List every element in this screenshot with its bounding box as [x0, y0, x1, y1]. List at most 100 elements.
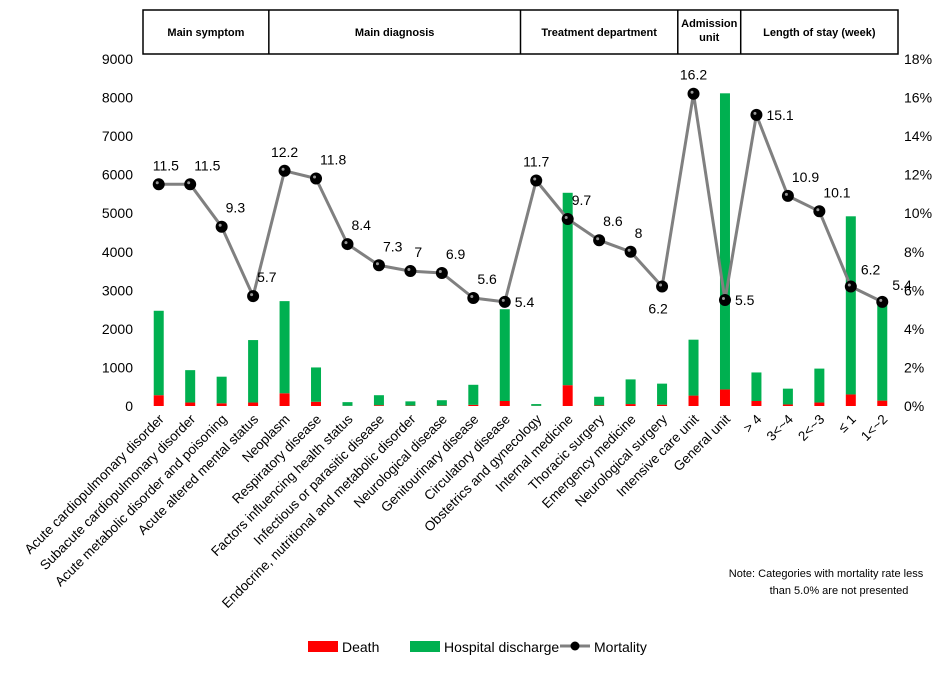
left-tick-label: 9000	[102, 51, 133, 67]
left-tick-label: 0	[125, 398, 133, 414]
header-label: Admission unit	[681, 18, 738, 44]
mortality-label: 5.4	[892, 277, 912, 293]
mortality-point-highlight	[816, 208, 820, 212]
mortality-point	[247, 290, 260, 303]
mortality-label: 16.2	[680, 67, 707, 83]
note-line-2: than 5.0% are not presented	[770, 585, 909, 597]
mortality-point-highlight	[659, 283, 663, 287]
mortality-label: 11.5	[194, 157, 220, 173]
mortality-label: 9.7	[572, 192, 592, 208]
note-line-1: Note: Categories with mortality rate les…	[729, 568, 924, 580]
bar-discharge	[814, 368, 825, 403]
bar-discharge	[405, 401, 416, 406]
right-tick-label: 2%	[904, 359, 924, 375]
mortality-label: 7	[414, 244, 422, 260]
right-axis: 0% 2% 4% 6% 8% 10% 12% 14% 16% 18%	[904, 51, 932, 414]
header-label: Main symptom	[167, 27, 244, 39]
mortality-label: 12.2	[271, 144, 298, 160]
bar-discharge	[248, 340, 259, 403]
mortality-label: 6.2	[648, 300, 668, 316]
legend-mortality-label: Mortality	[594, 639, 647, 655]
bar-death	[814, 402, 825, 406]
mortality-point-highlight	[753, 111, 757, 115]
mortality-label: 8.6	[603, 213, 623, 229]
right-tick-label: 14%	[904, 128, 932, 144]
mortality-point-highlight	[470, 295, 474, 299]
bar-discharge	[845, 216, 856, 395]
mortality-point	[278, 164, 291, 177]
category-label: ≤ 1	[835, 412, 859, 436]
mortality-point	[813, 205, 826, 218]
right-tick-label: 8%	[904, 244, 924, 260]
mortality-point-highlight	[344, 241, 348, 245]
mortality-point-highlight	[155, 181, 159, 185]
mortality-label: 5.5	[735, 292, 755, 308]
mortality-label: 11.7	[523, 153, 549, 169]
bar-discharge	[751, 372, 762, 401]
bar-death	[185, 402, 196, 406]
mortality-point	[844, 280, 857, 293]
left-tick-label: 6000	[102, 167, 133, 183]
mortality-point	[561, 213, 574, 226]
legend: Death Hospital discharge Mortality	[308, 639, 647, 655]
mortality-label: 8	[635, 225, 643, 241]
mortality-point	[435, 266, 448, 279]
right-tick-label: 18%	[904, 51, 932, 67]
mortality-point-highlight	[596, 237, 600, 241]
bar-series	[153, 93, 888, 406]
mortality-point	[718, 293, 731, 306]
bar-discharge	[594, 396, 605, 406]
mortality-point	[624, 245, 637, 258]
category-label: > 4	[740, 411, 764, 435]
right-tick-label: 10%	[904, 205, 932, 221]
mortality-point	[876, 295, 889, 308]
mortality-label: 8.4	[351, 217, 371, 233]
bar-death	[216, 403, 227, 406]
mortality-label: 11.5	[153, 157, 179, 173]
mortality-label: 10.1	[823, 184, 850, 200]
mortality-label: 15.1	[766, 107, 793, 123]
mortality-label: 6.9	[446, 246, 466, 262]
legend-discharge-label: Hospital discharge	[444, 639, 559, 655]
mortality-point-highlight	[218, 223, 222, 227]
bar-death	[279, 393, 290, 406]
mortality-label: 11.8	[320, 152, 346, 168]
right-tick-label: 0%	[904, 398, 924, 414]
left-tick-label: 3000	[102, 282, 133, 298]
mortality-point	[593, 234, 606, 247]
category-label: 3<~4	[764, 411, 797, 444]
right-tick-label: 4%	[904, 321, 924, 337]
bar-death	[153, 395, 164, 406]
bar-discharge	[531, 404, 542, 406]
mortality-point	[687, 87, 700, 100]
category-label: 2<~3	[795, 412, 827, 444]
bar-death	[782, 404, 793, 406]
right-tick-label: 12%	[904, 167, 932, 183]
left-tick-label: 2000	[102, 321, 133, 337]
mortality-point-highlight	[533, 177, 537, 181]
bar-death	[468, 404, 479, 406]
bar-death	[373, 405, 384, 406]
header-label: Main diagnosis	[355, 27, 434, 39]
right-tick-label: 6%	[904, 282, 924, 298]
left-axis: 0 1000 2000 3000 4000 5000 6000 7000 8000 9000	[102, 51, 133, 414]
bar-death	[311, 401, 322, 406]
bar-discharge	[719, 93, 730, 390]
mortality-point-highlight	[784, 192, 788, 196]
header-label: Length of stay (week)	[763, 27, 876, 39]
mortality-point-highlight	[313, 175, 317, 179]
left-tick-label: 5000	[102, 205, 133, 221]
bar-discharge	[499, 309, 510, 401]
mortality-point-highlight	[847, 283, 851, 287]
mortality-point-highlight	[627, 248, 631, 252]
bar-discharge	[436, 400, 447, 406]
mortality-label: 7.3	[383, 238, 403, 254]
left-tick-label: 4000	[102, 244, 133, 260]
left-tick-label: 7000	[102, 128, 133, 144]
bar-discharge	[279, 301, 290, 394]
bar-discharge	[468, 384, 479, 405]
mortality-point	[781, 189, 794, 202]
mortality-label: 5.7	[257, 269, 277, 285]
